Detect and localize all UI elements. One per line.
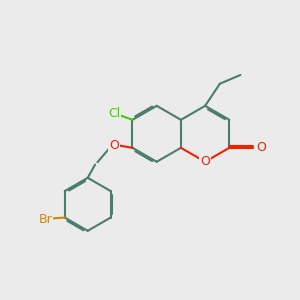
Text: O: O: [200, 155, 210, 168]
Text: O: O: [256, 141, 266, 154]
Text: Cl: Cl: [108, 107, 120, 120]
Text: O: O: [109, 139, 119, 152]
Text: Br: Br: [39, 212, 52, 226]
